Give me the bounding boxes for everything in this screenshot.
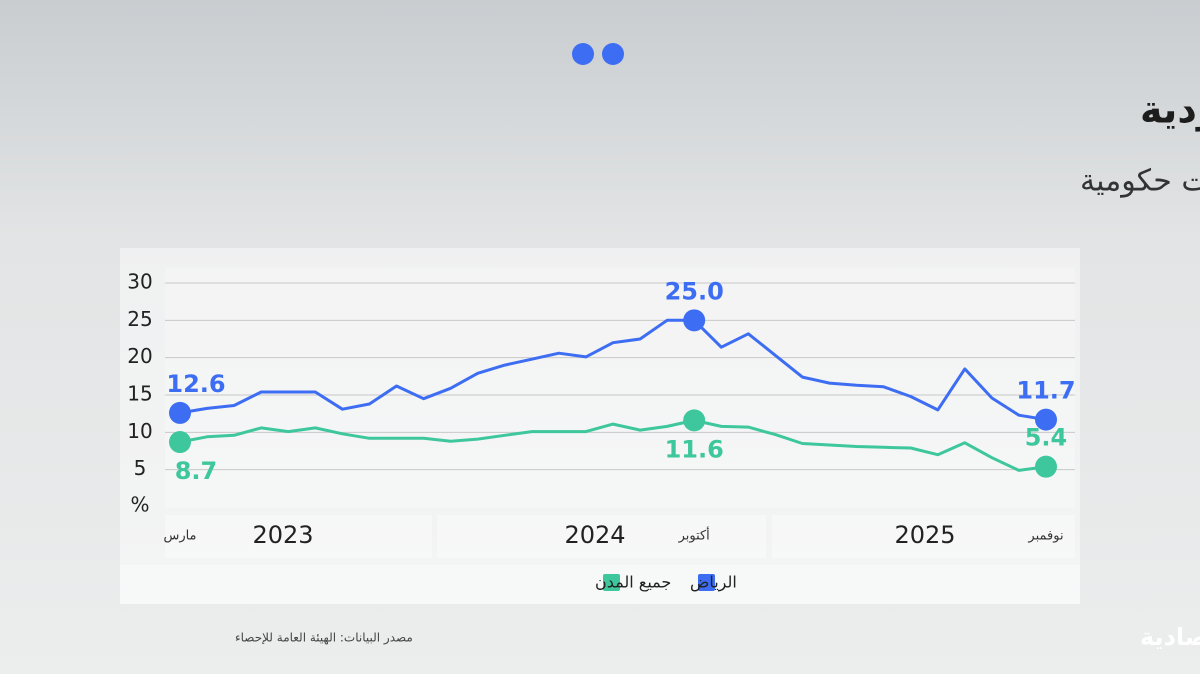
data-label: 25.0 — [665, 277, 724, 305]
data-label: 12.6 — [166, 370, 225, 398]
decor-dot — [572, 43, 594, 65]
year-band — [772, 515, 1075, 558]
data-label: 11.7 — [1016, 377, 1075, 405]
y-tick-label: 20 — [127, 344, 152, 368]
point-marker — [683, 409, 706, 432]
chart-title: أدنى وتيرة ارتفاع لإيجارات المساكن في ال… — [1140, 85, 1200, 133]
x-tick-label: نوفمبر — [1027, 529, 1063, 544]
panel — [120, 248, 1080, 604]
year-label: 2023 — [252, 521, 313, 549]
series-line — [179, 318, 1047, 422]
y-tick-label: 30 — [127, 270, 152, 294]
x-tick-label: مارس — [163, 529, 196, 544]
legend-swatch — [698, 574, 715, 591]
point-marker — [683, 309, 706, 332]
point-marker — [169, 401, 191, 424]
data-label: 8.7 — [175, 457, 218, 485]
legend-swatch — [603, 574, 620, 591]
legend-band — [120, 565, 1080, 604]
data-label: 11.6 — [665, 435, 724, 463]
y-axis-label: % — [130, 493, 149, 517]
source: مصدر البيانات: الهيئة العامة للإحصاء — [235, 631, 413, 646]
x-tick-label: أكتوبر — [678, 527, 710, 544]
chart-subtitle: خلال 36 شهرا بدعم تباطؤ الرياض بعد قرارا… — [1080, 164, 1200, 199]
point-marker — [1035, 408, 1057, 431]
legend-label: جميع المدن — [595, 573, 671, 593]
y-tick-label: 15 — [127, 382, 152, 406]
point-marker — [1035, 455, 1057, 478]
brand-logo: الاقتصادية — [1140, 623, 1200, 651]
decor-dot — [602, 43, 624, 65]
y-tick-label: 25 — [127, 307, 152, 331]
data-label: 5.4 — [1025, 424, 1068, 452]
year-band — [165, 515, 432, 558]
legend-label: الرياض — [690, 573, 737, 593]
plot-area — [165, 268, 1075, 508]
point-marker — [169, 431, 191, 454]
y-tick-label: 5 — [134, 456, 147, 480]
year-label: 2024 — [564, 521, 625, 549]
y-tick-label: 10 — [127, 419, 152, 443]
year-band — [437, 515, 766, 558]
year-label: 2025 — [894, 521, 955, 549]
series-line — [179, 418, 1047, 472]
